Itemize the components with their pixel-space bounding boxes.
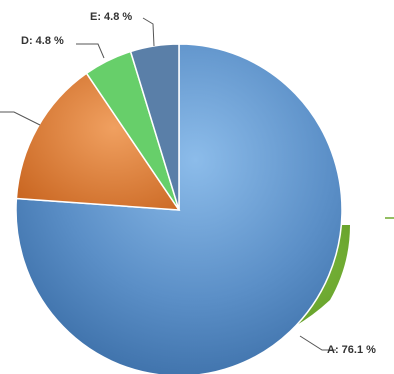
data-label-e: E: 4.8 % (90, 11, 132, 23)
leader-line-a (299, 335, 336, 351)
pie-labels: A: 76.1 % D: 4.8 % E: 4.8 % (0, 11, 376, 356)
leader-line-e (142, 17, 155, 47)
leader-line-d (76, 43, 105, 59)
data-label-d: D: 4.8 % (21, 35, 64, 47)
leader-line-b (0, 111, 41, 126)
pie-slice-a (15, 43, 343, 374)
pie-slice-b (15, 72, 181, 211)
pie-slice-e (129, 43, 180, 211)
data-label-a: A: 76.1 % (327, 344, 376, 356)
pie-slices (15, 43, 343, 374)
